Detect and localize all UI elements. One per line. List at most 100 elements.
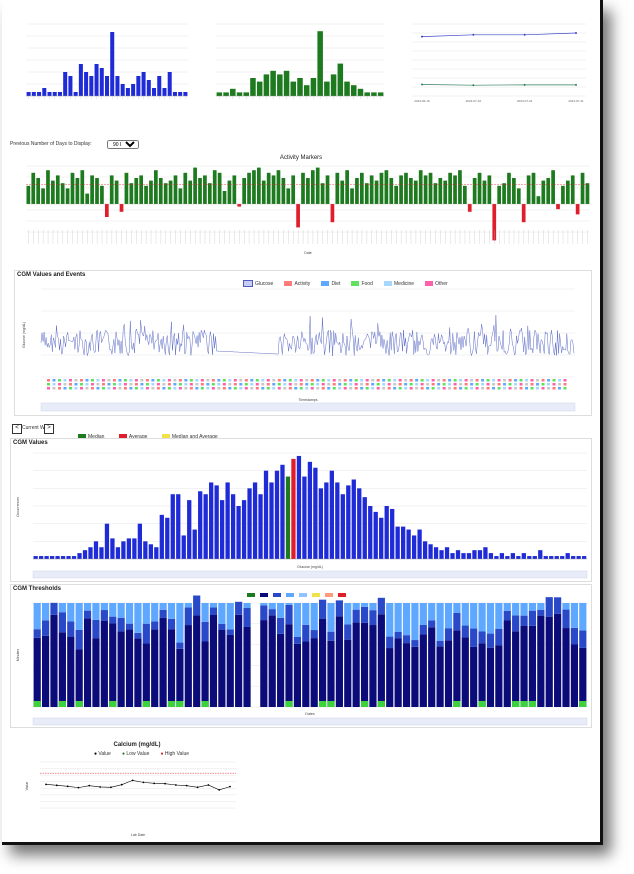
threshold-segment	[243, 608, 251, 627]
legend-food-label: Food	[361, 280, 373, 287]
threshold-segment	[176, 603, 184, 643]
threshold-segment	[377, 614, 385, 707]
event-marker	[250, 387, 254, 390]
histogram-bar	[37, 92, 42, 96]
event-marker	[420, 379, 424, 382]
threshold-segment	[436, 603, 444, 641]
calcium-point	[77, 786, 80, 789]
threshold-legend-swatch	[325, 593, 333, 597]
event-marker	[294, 379, 298, 382]
event-marker	[404, 387, 408, 390]
threshold-segment	[268, 603, 276, 610]
threshold-segment	[125, 623, 134, 630]
histogram-bar	[192, 529, 197, 559]
activity-bar	[325, 175, 330, 204]
threshold-segment	[201, 701, 209, 707]
days-select[interactable]: 90 Days	[107, 140, 139, 149]
calcium-point	[120, 783, 123, 786]
activity-bar	[580, 172, 585, 204]
event-marker	[486, 379, 490, 382]
legend-medicine[interactable]: Medicine	[384, 281, 414, 287]
event-marker	[178, 387, 182, 390]
range-slider	[32, 570, 588, 579]
activity-bar	[154, 170, 158, 204]
legend-average[interactable]: Average	[118, 434, 147, 440]
activity-bar	[521, 204, 526, 223]
event-marker	[398, 387, 402, 390]
event-marker	[525, 387, 529, 390]
threshold-segment	[352, 622, 360, 707]
legend-value[interactable]: ● Value	[94, 751, 111, 757]
threshold-segment	[318, 618, 327, 707]
event-marker	[129, 383, 133, 386]
legend-food[interactable]: Food	[351, 280, 373, 287]
threshold-segment	[117, 618, 125, 632]
threshold-segment	[285, 603, 293, 605]
threshold-segment	[537, 603, 545, 610]
threshold-segment	[386, 648, 394, 707]
legend-other[interactable]: Other	[425, 281, 448, 287]
threshold-segment	[260, 620, 268, 707]
activity-bar	[570, 175, 575, 204]
histogram-bar	[126, 538, 132, 559]
histogram-bar	[466, 553, 472, 559]
event-marker	[310, 383, 314, 386]
activity-bar	[242, 178, 246, 204]
histogram-bar	[554, 556, 559, 559]
activity-bar	[75, 178, 80, 204]
next-week-button[interactable]: >	[44, 424, 54, 434]
histogram-bar	[461, 553, 466, 559]
activity-bar	[286, 188, 291, 204]
event-marker	[206, 387, 210, 390]
activity-bar	[100, 185, 104, 204]
threshold-segment	[453, 630, 461, 707]
event-marker	[404, 379, 408, 382]
legend-low[interactable]: ● Low Value	[121, 751, 150, 757]
event-marker	[123, 379, 127, 382]
legend-diet[interactable]: Diet	[321, 281, 340, 287]
legend-activity[interactable]: Activity	[284, 281, 310, 287]
activity-bar	[423, 175, 428, 204]
activity-bar	[212, 170, 217, 204]
activity-bar	[350, 188, 354, 204]
event-marker	[261, 379, 265, 382]
event-marker	[200, 379, 204, 382]
threshold-segment	[201, 641, 209, 707]
cgm-thresholds-title: CGM Thresholds	[13, 586, 62, 592]
histogram-bar	[49, 556, 55, 559]
threshold-segment	[470, 603, 478, 629]
event-marker	[74, 379, 78, 382]
activity-bar	[26, 185, 31, 204]
legend-median-average[interactable]: Median and Average	[161, 434, 218, 440]
threshold-segment	[554, 597, 562, 614]
series-point	[421, 83, 423, 86]
activity-bar	[261, 180, 266, 204]
histogram-bar	[303, 85, 310, 96]
histogram-bar	[71, 556, 77, 559]
legend-median[interactable]: Median	[78, 434, 104, 440]
legend-median-label: Median	[88, 434, 105, 440]
activity-bar	[355, 178, 359, 204]
event-marker	[552, 383, 556, 386]
event-marker	[63, 383, 67, 386]
event-marker	[79, 383, 83, 386]
activity-bar	[399, 175, 403, 204]
event-marker	[387, 387, 391, 390]
histogram-bar	[510, 553, 515, 559]
legend-high[interactable]: ● High Value	[160, 751, 190, 757]
event-marker	[387, 379, 391, 382]
histogram-bar	[505, 556, 510, 559]
activity-markers-chart: Date	[26, 165, 590, 255]
activity-bar	[551, 170, 555, 204]
event-marker	[233, 383, 237, 386]
legend-glucose[interactable]: Glucose	[243, 280, 273, 287]
threshold-segment	[419, 603, 427, 625]
prev-week-button[interactable]: <	[12, 424, 22, 434]
histogram-bar	[455, 550, 461, 559]
activity-bar	[404, 172, 408, 204]
histogram-bar	[198, 491, 203, 559]
histogram-bar	[121, 541, 126, 559]
event-marker	[448, 379, 452, 382]
calcium-point	[174, 784, 177, 786]
event-marker	[283, 387, 287, 390]
